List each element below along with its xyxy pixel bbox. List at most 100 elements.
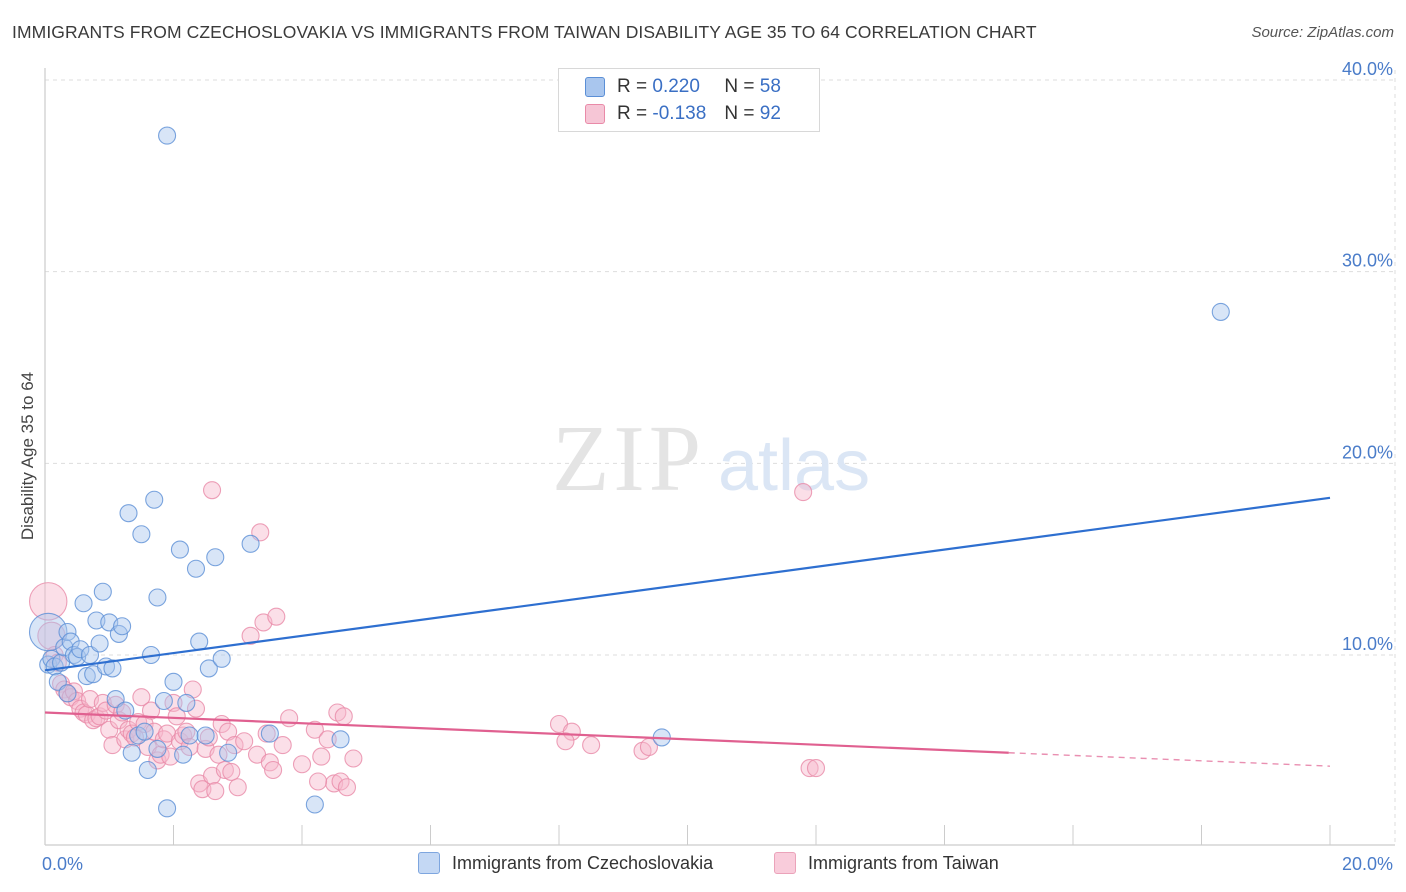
data-point (141, 701, 161, 720)
data-point (334, 707, 353, 726)
legend-n-label: N = (724, 103, 755, 124)
data-point (273, 736, 292, 755)
data-point (148, 739, 167, 758)
data-point (199, 728, 218, 747)
data-point (154, 730, 173, 749)
data-point (74, 594, 93, 613)
data-point (167, 707, 186, 726)
data-point (145, 490, 164, 509)
data-point (170, 732, 189, 751)
data-point (190, 632, 209, 651)
data-point (206, 782, 225, 801)
data-point (64, 682, 83, 701)
data-point (122, 743, 141, 762)
data-point (90, 634, 109, 653)
legend-item-czechoslovakia[interactable]: Immigrants from Czechoslovakia (418, 852, 713, 874)
data-point (174, 745, 193, 764)
legend-r-value: 0.220 (652, 76, 700, 97)
data-point (1211, 302, 1230, 321)
data-point (186, 699, 206, 718)
data-point (260, 724, 279, 743)
data-point (215, 760, 234, 780)
data-point (556, 732, 575, 751)
legend-r-value: -0.138 (652, 103, 707, 124)
data-point (129, 713, 148, 732)
data-point (267, 607, 286, 626)
data-point (203, 481, 222, 500)
data-point (186, 559, 206, 578)
data-point (292, 755, 312, 774)
legend-row-czechoslovakia: R = 0.220 N = 58 (585, 74, 781, 100)
series-czechoslovakia-points (28, 126, 1230, 818)
data-point (219, 743, 238, 762)
correlation-legend: R = 0.220 N = 58 R = -0.138 N = 92 (558, 68, 820, 132)
y-tick-label: 10.0% (1342, 634, 1393, 654)
data-point (225, 736, 244, 755)
data-point (800, 759, 819, 778)
data-point (806, 759, 826, 778)
y-axis-label: Disability Age 35 to 64 (18, 372, 37, 540)
data-point (113, 617, 132, 636)
legend-item-label: Immigrants from Taiwan (808, 852, 999, 873)
data-point (264, 760, 283, 780)
data-point (305, 795, 324, 814)
data-point (241, 626, 260, 645)
y-tick-label: 40.0% (1342, 59, 1393, 79)
legend-n-value: 58 (759, 76, 781, 97)
data-point (199, 659, 218, 678)
x-tick-label: 20.0% (1342, 854, 1393, 874)
data-point (154, 691, 173, 711)
data-point (77, 667, 96, 686)
watermark-atlas: atlas (718, 426, 870, 506)
data-point (309, 772, 328, 791)
data-point (125, 728, 144, 747)
legend-swatch-blue (418, 852, 440, 874)
data-point (241, 534, 260, 553)
data-point (562, 722, 581, 741)
data-point (164, 672, 183, 691)
data-point (28, 582, 68, 621)
data-point (100, 720, 119, 739)
data-point (212, 649, 231, 668)
data-point (331, 730, 350, 749)
data-point (132, 525, 151, 544)
data-point (158, 126, 177, 145)
data-point (337, 778, 357, 797)
data-point (148, 588, 167, 607)
data-point (106, 695, 125, 714)
data-point (206, 548, 225, 567)
data-point (132, 688, 151, 707)
chart-title: IMMIGRANTS FROM CZECHOSLOVAKIA VS IMMIGR… (12, 22, 1037, 42)
legend-swatch-blue (585, 77, 605, 97)
trend-line (44, 711, 1009, 754)
data-point (196, 726, 215, 745)
axes (44, 68, 1395, 846)
y-tick-label: 30.0% (1342, 251, 1393, 271)
data-point (61, 632, 80, 651)
data-point (158, 799, 177, 818)
data-point (312, 747, 331, 766)
legend-swatch-pink (585, 104, 605, 124)
data-point (582, 736, 601, 755)
trend-line-extension (1008, 752, 1331, 767)
legend-r-label: R = (617, 76, 648, 97)
legend-swatch-pink (774, 852, 796, 874)
legend-item-taiwan[interactable]: Immigrants from Taiwan (774, 852, 999, 874)
data-point (58, 622, 77, 642)
data-point (222, 762, 241, 781)
watermark: ZIP atlas (552, 407, 870, 511)
x-tick-label: 0.0% (42, 854, 83, 874)
data-point (58, 684, 77, 703)
data-point (93, 582, 112, 601)
data-point (180, 726, 199, 745)
data-point (344, 749, 363, 768)
data-point (235, 732, 254, 751)
data-point (103, 659, 122, 678)
trend-lines (44, 496, 1331, 767)
data-point (138, 760, 157, 780)
data-point (318, 730, 337, 749)
data-point (177, 693, 196, 712)
tick-labels: 10.0% 20.0% 30.0% 40.0% 0.0% 20.0% (42, 59, 1393, 874)
data-point (135, 722, 154, 741)
